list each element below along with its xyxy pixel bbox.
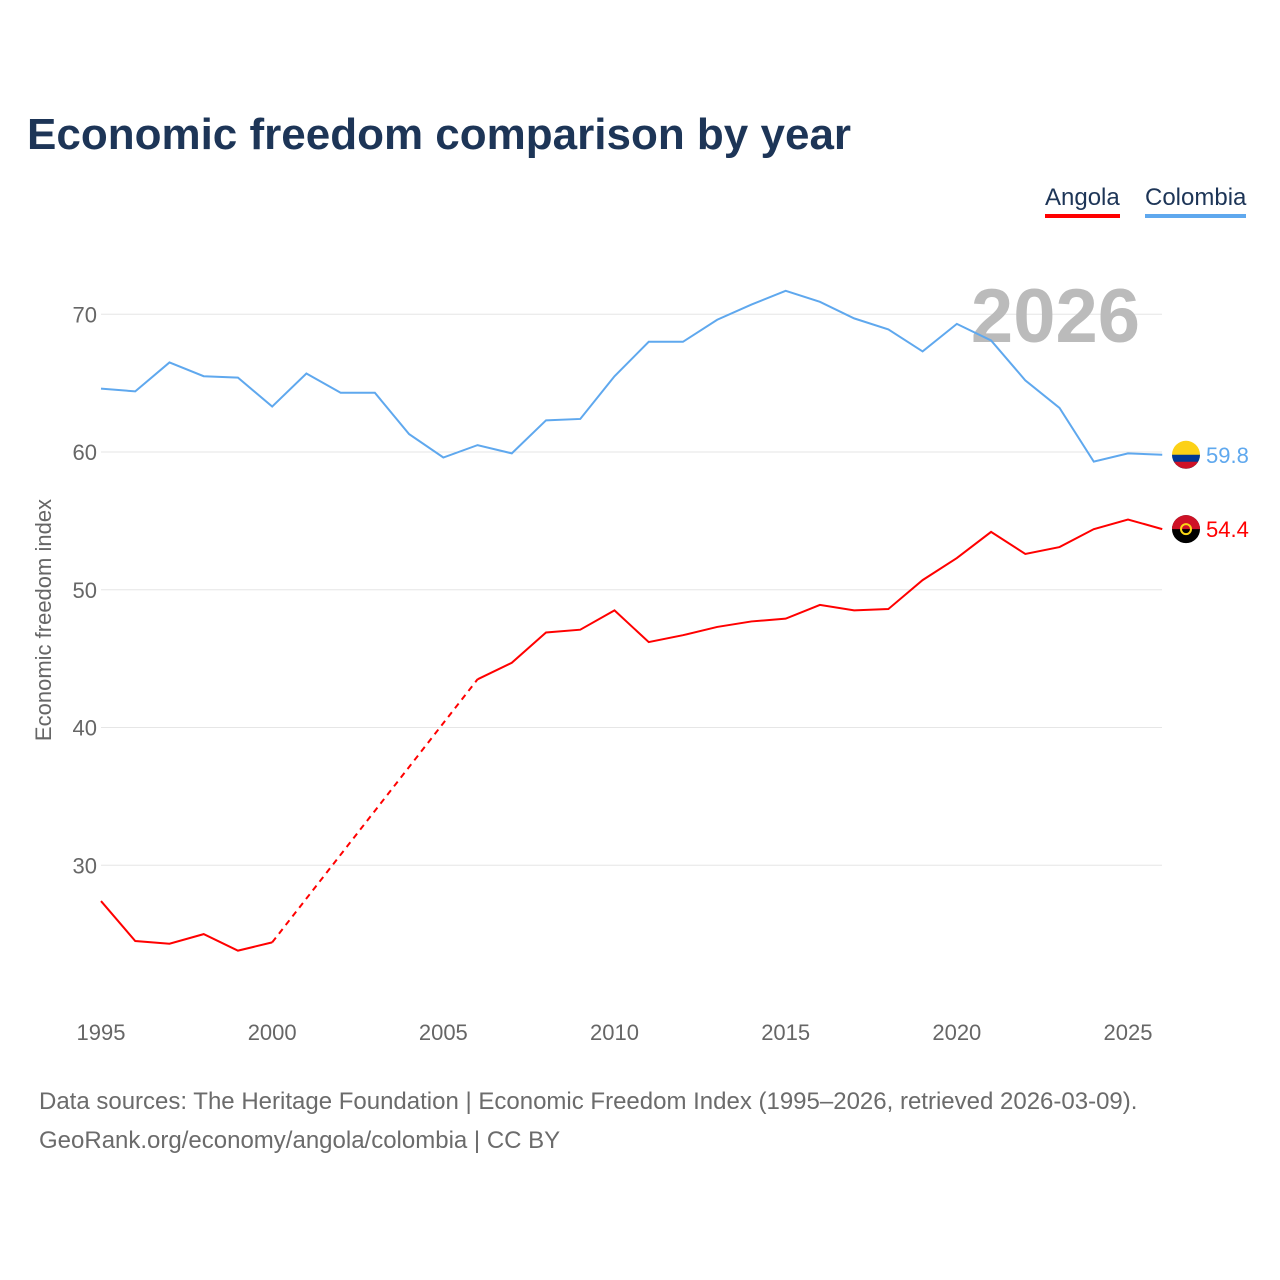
end-value-label-colombia: 59.8: [1206, 443, 1249, 468]
y-axis-label: Economic freedom index: [31, 499, 56, 741]
series-line-angola: [100, 900, 273, 952]
y-tick-label: 50: [73, 578, 97, 603]
x-tick-label: 2000: [248, 1020, 297, 1045]
series-line-colombia: [100, 289, 1163, 463]
x-tick-label: 1995: [77, 1020, 126, 1045]
angola-flag-emblem: [1180, 523, 1192, 536]
chart-title: Economic freedom comparison by year: [27, 110, 852, 159]
x-tick-label: 2005: [419, 1020, 468, 1045]
x-tick-label: 2015: [761, 1020, 810, 1045]
x-tick-label: 2010: [590, 1020, 639, 1045]
x-tick-label: 2025: [1104, 1020, 1153, 1045]
year-watermark: 2026: [971, 274, 1140, 359]
series-line-angola: [477, 518, 1163, 681]
colombia-flag-icon-red: [1174, 461, 1198, 469]
y-tick-label: 70: [73, 302, 97, 327]
series-gap-angola: [271, 678, 479, 944]
legend-colombia[interactable]: Colombia: [1145, 184, 1247, 218]
x-tick-label: 2020: [932, 1020, 981, 1045]
footer-sources: Data sources: The Heritage Foundation | …: [39, 1088, 1138, 1115]
angola-flag-icon-top: [1172, 515, 1200, 530]
end-value-label-angola: 54.4: [1206, 517, 1249, 542]
y-tick-label: 60: [73, 440, 97, 465]
footer-credit: GeoRank.org/economy/angola/colombia | CC…: [39, 1127, 561, 1154]
y-tick-label: 30: [73, 853, 97, 878]
legend-angola[interactable]: Angola: [1045, 184, 1120, 218]
y-tick-label: 40: [73, 716, 97, 741]
